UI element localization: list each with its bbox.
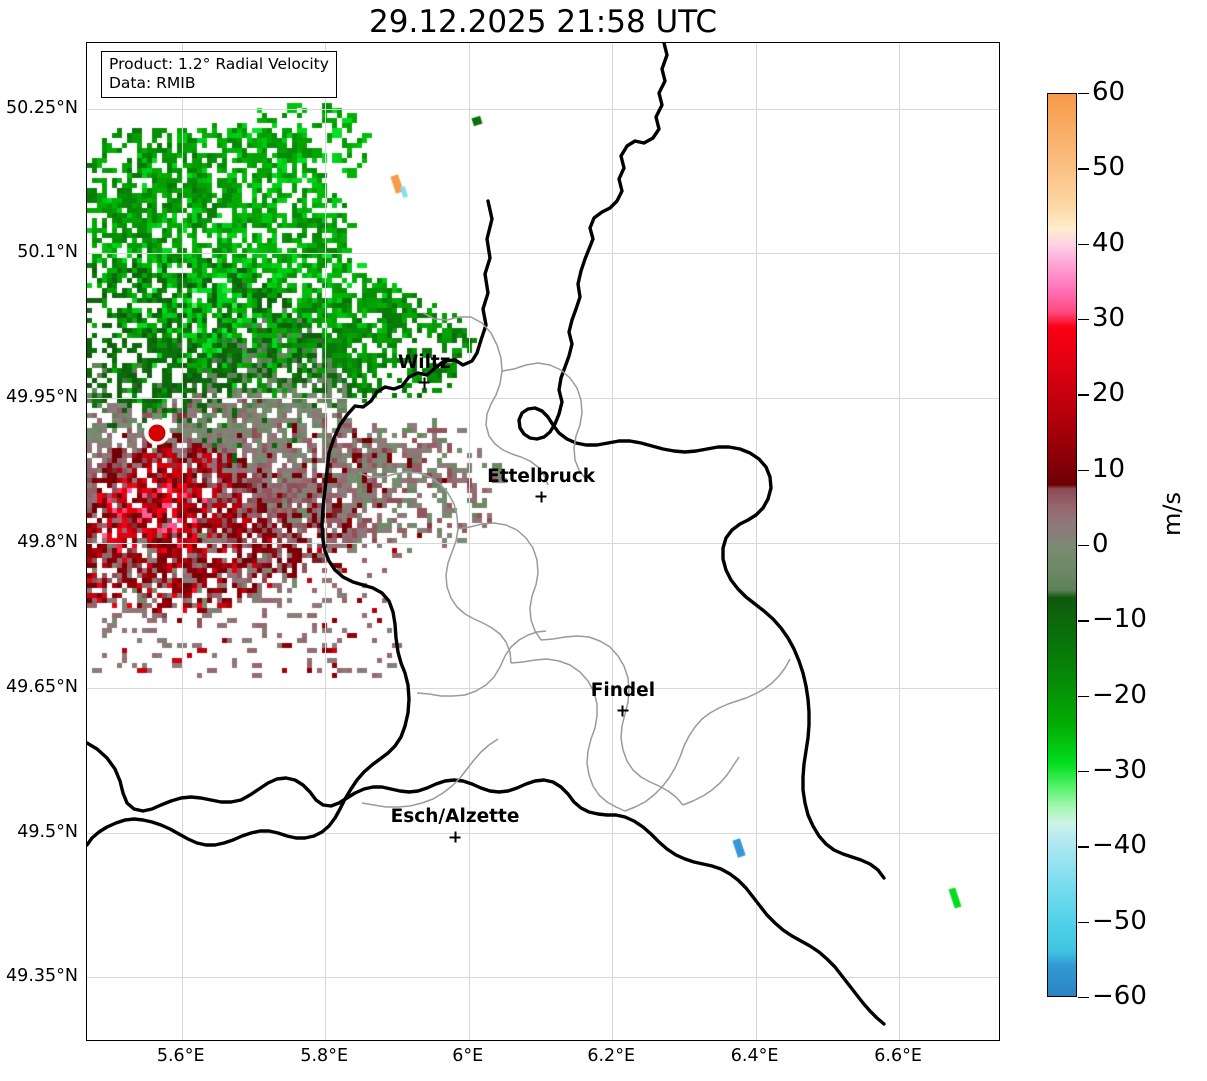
- city-label: Findel: [590, 679, 656, 701]
- luxembourg-eastern-border: [517, 43, 886, 880]
- belgium-france-border: [87, 741, 886, 1026]
- x-tick-label: 6.2°E: [587, 1046, 635, 1066]
- colorbar-unit-label: m/s: [1158, 492, 1186, 536]
- radar-site-marker[interactable]: [148, 424, 166, 442]
- product-info-box: Product: 1.2° Radial Velocity Data: RMIB: [101, 51, 337, 98]
- colorbar-tick-label: 30: [1092, 303, 1126, 333]
- data-source-line: Data: RMIB: [109, 74, 196, 92]
- colorbar-tick-label: −20: [1092, 679, 1147, 710]
- colorbar-tick-mark: [1078, 319, 1089, 321]
- velocity-colorbar: [1047, 93, 1077, 997]
- colorbar-tick-mark: [1078, 921, 1089, 924]
- gridline-vertical: [181, 43, 183, 1040]
- gridline-vertical: [755, 43, 757, 1040]
- colorbar-tick-label: 60: [1092, 77, 1126, 107]
- colorbar-tick-mark: [1078, 469, 1089, 472]
- colorbar-tick-label: −60: [1092, 981, 1147, 1011]
- colorbar-tick-label: −30: [1092, 755, 1147, 785]
- gridline-vertical: [325, 43, 327, 1040]
- x-tick-label: 6.4°E: [730, 1046, 779, 1066]
- canton-boundaries: [358, 312, 791, 812]
- radar-echo-layer: [87, 43, 999, 1040]
- gridline-horizontal: [87, 108, 999, 110]
- colorbar-tick-mark: [1078, 771, 1089, 773]
- gridline-horizontal: [87, 543, 999, 544]
- x-tick-label: 6.6°E: [874, 1046, 922, 1066]
- radar-map-plot[interactable]: Wiltz Ettelbruck Findel Esch/Alzette Produc…: [86, 42, 1000, 1041]
- city-label: Wiltz: [397, 351, 451, 373]
- page-title: 29.12.2025 21:58 UTC: [369, 4, 717, 40]
- city-marker: [449, 831, 461, 843]
- gridline-horizontal: [87, 687, 999, 689]
- x-tick-label: 5.6°E: [156, 1046, 205, 1066]
- colorbar-tick-label: 0: [1092, 529, 1109, 559]
- city-marker: [535, 491, 547, 503]
- gridline-horizontal: [87, 253, 999, 255]
- gridline-horizontal: [87, 832, 999, 834]
- y-tick-label: 49.8°N: [17, 532, 78, 552]
- y-tick-label: 49.95°N: [6, 387, 78, 408]
- city-label: Esch/Alzette: [390, 806, 520, 828]
- colorbar-tick-label: 10: [1092, 453, 1126, 484]
- city-label: Ettelbruck: [487, 465, 596, 487]
- colorbar-tick-label: −10: [1092, 604, 1147, 635]
- map-vector-overlay: [87, 43, 886, 1026]
- y-tick-label: 49.35°N: [6, 966, 78, 987]
- y-tick-label: 50.1°N: [17, 242, 78, 263]
- y-tick-label: 50.25°N: [6, 97, 78, 118]
- luxembourg-national-border: [87, 199, 494, 847]
- product-line: Product: 1.2° Radial Velocity: [109, 55, 329, 73]
- map-canvas-area: Wiltz Ettelbruck Findel Esch/Alzette Produc…: [87, 43, 999, 1040]
- gridline-horizontal: [87, 398, 999, 400]
- city-marker: [418, 377, 430, 389]
- colorbar-tick-mark: [1078, 168, 1089, 170]
- gridline-vertical: [468, 43, 470, 1040]
- gridline-vertical: [612, 43, 614, 1040]
- colorbar-tick-mark: [1078, 394, 1089, 396]
- y-tick-label: 49.65°N: [6, 676, 78, 697]
- colorbar-tick-label: −40: [1092, 830, 1147, 861]
- x-tick-label: 5.8°E: [300, 1046, 348, 1066]
- colorbar-tick-mark: [1078, 620, 1089, 622]
- city-marker: [617, 705, 629, 717]
- gridline-horizontal: [87, 977, 999, 979]
- colorbar-tick-mark: [1078, 545, 1089, 547]
- gridline-vertical: [899, 43, 901, 1040]
- colorbar-tick-mark: [1078, 695, 1089, 698]
- colorbar-tick-mark: [1078, 997, 1089, 999]
- x-tick-label: 6°E: [452, 1046, 484, 1066]
- colorbar-tick-label: 40: [1092, 227, 1126, 258]
- colorbar-tick-label: 20: [1092, 378, 1126, 409]
- y-tick-label: 49.5°N: [17, 821, 78, 842]
- colorbar-tick-mark: [1078, 93, 1089, 95]
- colorbar-tick-mark: [1078, 243, 1089, 246]
- colorbar-tick-label: 50: [1092, 152, 1126, 183]
- colorbar-tick-mark: [1078, 846, 1089, 848]
- colorbar-tick-label: −50: [1092, 905, 1147, 936]
